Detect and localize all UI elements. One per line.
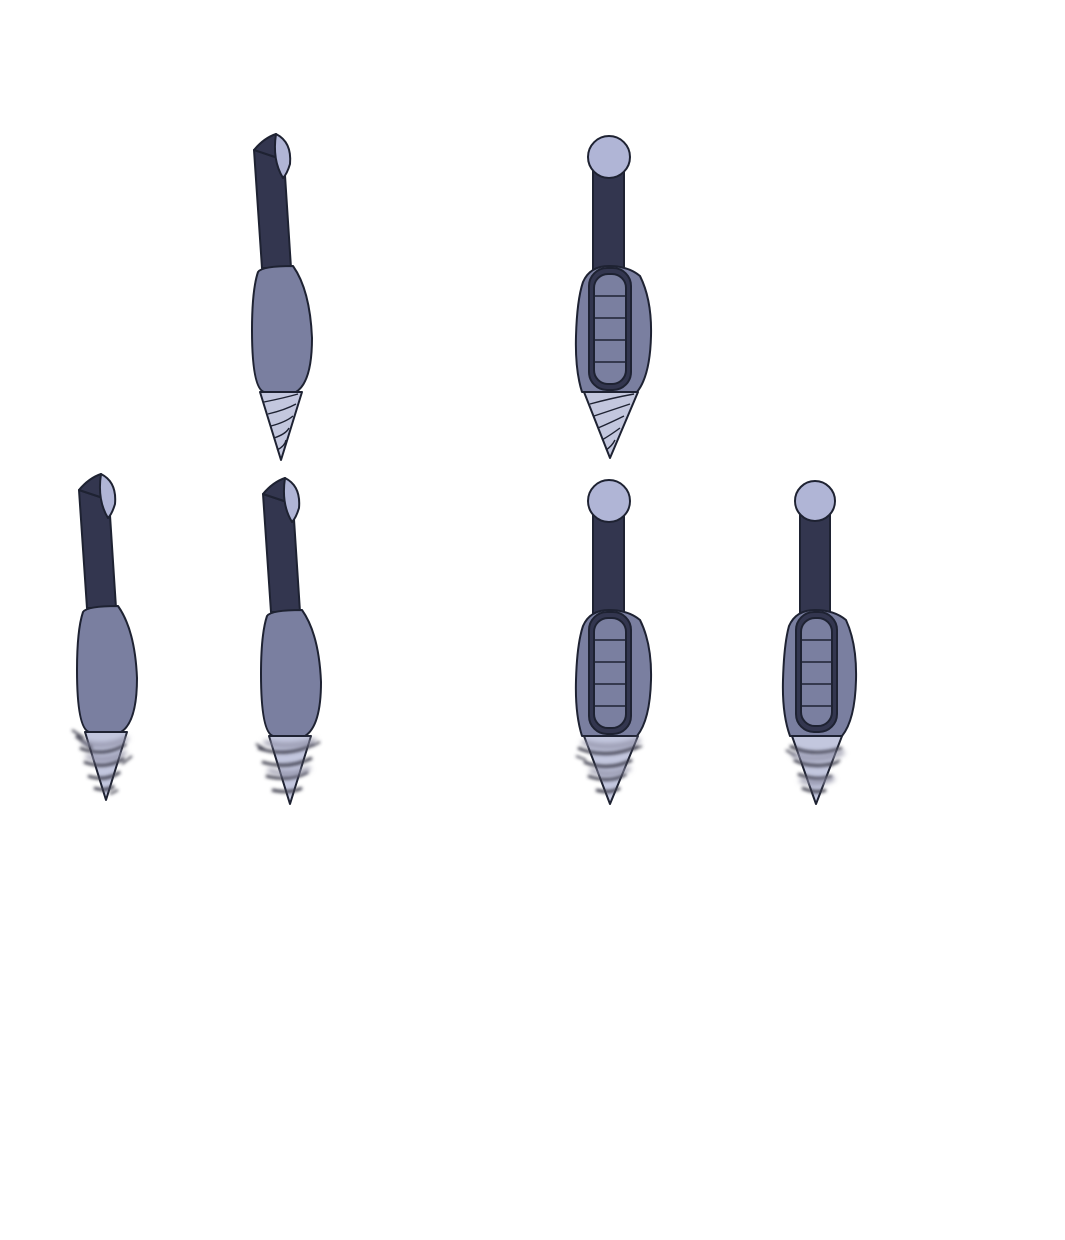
drill-bit bbox=[791, 735, 843, 805]
drill-side-spin-1-sprite bbox=[71, 473, 138, 801]
drill-side-spin-2-sprite bbox=[255, 477, 322, 805]
drill-body bbox=[260, 609, 322, 737]
drill-bit bbox=[259, 391, 303, 461]
drill-body bbox=[76, 605, 138, 733]
grip-panel bbox=[593, 273, 627, 385]
handle-cap bbox=[794, 480, 836, 522]
handle-cap bbox=[98, 473, 117, 519]
drill-front-idle-sprite bbox=[574, 135, 653, 459]
drill-front-spin-1-sprite bbox=[574, 479, 653, 805]
handle-cap bbox=[282, 477, 301, 523]
spin-motion-blur bbox=[255, 741, 321, 794]
drill-front-spin-2-sprite bbox=[781, 480, 858, 805]
grip-panel bbox=[800, 617, 833, 727]
handle-cap bbox=[273, 133, 292, 179]
spin-motion-blur bbox=[575, 744, 643, 794]
grip-panel bbox=[593, 617, 627, 729]
drill-body bbox=[251, 265, 313, 393]
grip-ridges bbox=[595, 295, 625, 363]
drill-side-idle-sprite bbox=[251, 133, 313, 461]
drill-bit bbox=[583, 391, 639, 459]
handle-cap bbox=[587, 135, 631, 179]
handle-cap bbox=[587, 479, 631, 523]
